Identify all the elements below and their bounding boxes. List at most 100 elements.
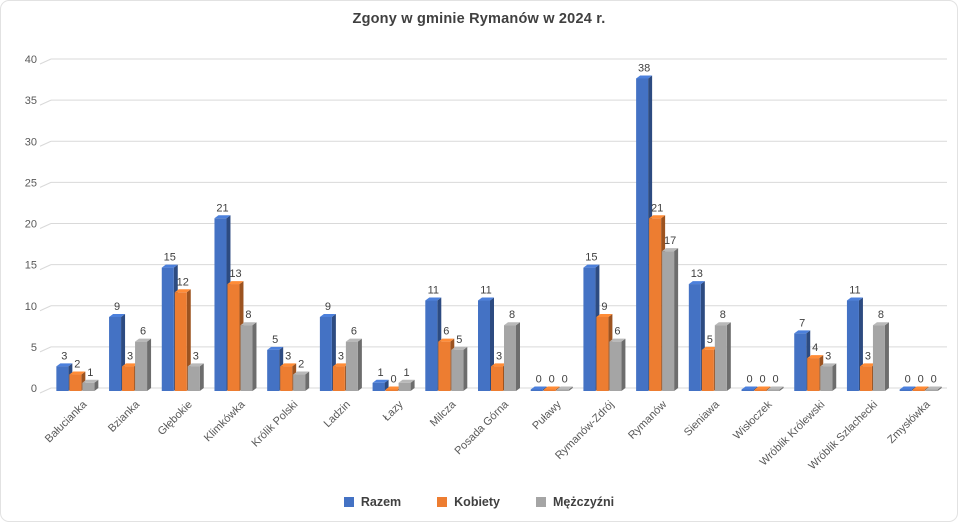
bar-top-face	[846, 297, 863, 301]
data-label: 3	[496, 350, 502, 362]
category-label: Głębokie	[156, 399, 195, 438]
category-label: Wisłoczek	[731, 398, 775, 442]
bar-top-face	[688, 281, 705, 285]
data-label: 0	[549, 374, 555, 386]
data-label: 0	[391, 374, 397, 386]
bar	[478, 300, 490, 391]
bar	[267, 349, 280, 391]
bar-top-face	[135, 338, 152, 342]
bar	[174, 292, 187, 391]
bar	[754, 389, 767, 391]
chart-legend: Razem Kobiety Mężczyźni	[1, 495, 957, 509]
bar-top-face	[741, 386, 758, 390]
bar-side-face	[884, 322, 889, 391]
y-axis-depth-tick	[39, 181, 52, 188]
bar-top-face	[240, 322, 257, 326]
bar	[69, 374, 82, 391]
bar-side-face	[832, 363, 837, 391]
bar-top-face	[899, 386, 916, 390]
legend-item-razem: Razem	[343, 495, 401, 509]
bar	[701, 349, 714, 391]
bar-top-face	[332, 363, 349, 367]
bar-top-face	[636, 75, 653, 79]
y-axis-tick-label: 25	[25, 177, 37, 189]
data-label: 8	[720, 309, 726, 321]
data-label: 0	[759, 374, 765, 386]
data-label: 2	[74, 359, 80, 371]
y-axis-depth-tick	[39, 58, 52, 65]
bar-top-face	[583, 264, 600, 268]
data-label: 17	[664, 235, 676, 247]
y-axis-tick-label: 15	[25, 260, 37, 272]
category-label: Posada Górna	[452, 398, 511, 457]
data-label: 0	[905, 374, 911, 386]
y-axis-depth-tick	[39, 223, 52, 229]
bar-top-face	[596, 313, 613, 317]
legend-marker-mezczyzni	[536, 497, 546, 507]
bar	[214, 218, 227, 391]
bar-top-face	[807, 355, 824, 359]
bar	[543, 389, 556, 391]
data-label: 8	[878, 309, 884, 321]
bar	[280, 366, 293, 391]
bar-top-face	[714, 322, 731, 326]
bar	[385, 389, 398, 391]
category-label: Puławy	[530, 398, 564, 432]
data-label: 6	[614, 326, 620, 338]
data-label: 3	[193, 350, 199, 362]
data-label: 21	[216, 202, 228, 214]
data-label: 11	[849, 285, 860, 297]
y-axis-depth-tick	[39, 264, 52, 271]
chart-plot-area: 0510152025303540321Bałucianka936Bzianka1…	[25, 54, 947, 472]
bar	[504, 325, 516, 391]
bar-top-face	[345, 338, 362, 342]
bar	[741, 389, 754, 391]
data-label: 3	[825, 350, 831, 362]
bar-top-face	[556, 386, 573, 390]
data-label: 1	[404, 367, 410, 379]
y-axis-depth-tick	[39, 346, 52, 353]
bar-top-face	[56, 363, 73, 367]
bar	[583, 267, 596, 391]
bar-top-face	[820, 363, 837, 367]
data-label: 38	[638, 62, 650, 74]
bar	[332, 366, 345, 391]
bar-top-face	[69, 371, 86, 375]
data-label: 0	[918, 374, 924, 386]
category-label: Ladzin	[322, 399, 353, 430]
data-label: 3	[285, 350, 291, 362]
bar	[899, 389, 912, 391]
bar-side-face	[621, 338, 626, 391]
data-label: 9	[114, 301, 120, 313]
y-axis-depth-tick	[39, 305, 52, 312]
bar	[293, 374, 306, 391]
data-label: 0	[931, 374, 937, 386]
data-label: 2	[298, 359, 304, 371]
bar	[820, 366, 833, 391]
bar	[807, 358, 820, 391]
bar-top-face	[530, 386, 547, 390]
bar	[846, 300, 859, 391]
data-label: 3	[127, 350, 133, 362]
bar	[161, 267, 174, 391]
bar-top-face	[214, 215, 231, 219]
data-label: 7	[799, 317, 805, 329]
bar-top-face	[280, 363, 297, 367]
data-label: 12	[177, 276, 189, 288]
bar-side-face	[410, 379, 415, 391]
bar-top-face	[398, 379, 415, 383]
category-label: Królik Polski	[249, 399, 300, 450]
bar	[859, 366, 872, 391]
bar	[636, 78, 649, 391]
bar	[109, 316, 122, 391]
y-axis-tick-label: 0	[31, 383, 37, 395]
bar-side-face	[726, 322, 731, 391]
bar-top-face	[385, 386, 402, 390]
bar	[662, 251, 675, 391]
bar-side-face	[199, 363, 204, 391]
data-label: 5	[456, 334, 462, 346]
legend-marker-kobiety	[437, 497, 448, 507]
data-label: 21	[651, 202, 663, 214]
bar-side-face	[516, 322, 520, 391]
data-label: 8	[509, 309, 515, 321]
